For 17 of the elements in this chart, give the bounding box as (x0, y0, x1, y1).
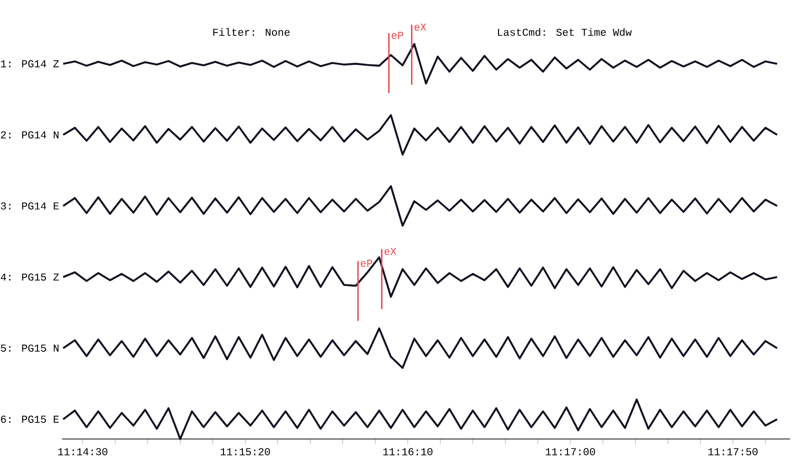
series-label: 4: PG15 Z (0, 273, 59, 281)
x-tick-label: 11:17:50 (708, 448, 758, 456)
annotation: eX (384, 248, 396, 256)
series-label: 1: PG14 Z (1, 60, 59, 68)
text: LastCmd: Set Time Wdw (498, 28, 632, 36)
x-tick-label: 11:16:10 (383, 448, 432, 456)
series-label: 2: PG14 N (1, 131, 58, 138)
annotation: eP (392, 32, 404, 39)
series-label: 6: PG15 E (1, 416, 59, 423)
x-tick-label: 11:17:00 (546, 448, 596, 456)
series-label: 3: PG14 E (0, 202, 59, 210)
series-label: 5: PG15 N (0, 344, 58, 352)
annotation: eX (414, 24, 426, 31)
text: Filter: None (213, 28, 290, 36)
x-tick-label: 11:15:20 (220, 448, 270, 456)
annotation: eP (360, 260, 372, 267)
x-tick-label: 11:14:30 (58, 448, 108, 456)
